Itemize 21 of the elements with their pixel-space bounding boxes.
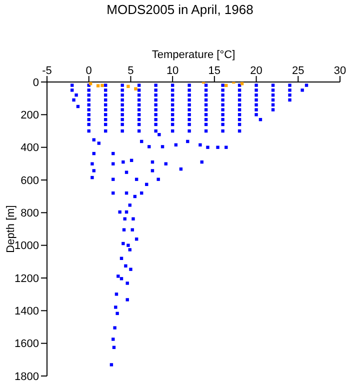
x-tick-label: 10	[166, 65, 179, 77]
y-tick-label: 0	[32, 76, 39, 89]
y-tick-label: 400	[20, 142, 39, 154]
x-tick-label: 15	[208, 65, 221, 77]
y-tick-label: 1000	[14, 240, 39, 252]
y-tick-label: 800	[20, 208, 39, 220]
x-tick-label: 5	[128, 65, 134, 77]
x-tick-label: 30	[334, 65, 346, 77]
y-tick-label: 1400	[14, 306, 39, 318]
x-tick-label: 20	[250, 65, 262, 77]
y-tick-label: 1600	[14, 338, 39, 350]
y-tick-label: 1200	[14, 272, 39, 285]
chart-title: MODS2005 in April, 1968	[106, 2, 254, 17]
y-tick-label: 600	[20, 174, 39, 187]
y-tick-label: 1800	[14, 370, 39, 383]
y-tick-label: 200	[20, 110, 39, 122]
x-tick-label: 0	[86, 65, 92, 77]
x-tick-label: 25	[292, 65, 304, 77]
y-axis-title: Depth [m]	[4, 205, 17, 253]
x-tick-label: -5	[42, 65, 52, 77]
x-axis-title: Temperature [°C]	[152, 48, 236, 61]
